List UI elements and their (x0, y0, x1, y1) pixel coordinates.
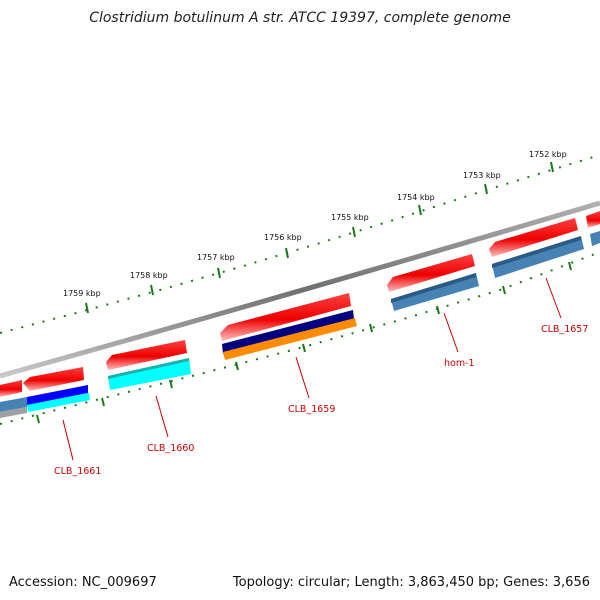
track-cyan (108, 358, 191, 390)
inner-tick (369, 323, 373, 333)
track-blue (27, 385, 88, 405)
inner-ring-dots (0, 251, 600, 425)
leader-line (155, 395, 169, 438)
leader-line (545, 277, 562, 319)
scale-label: 1758 kbp (130, 271, 168, 280)
inner-tick (436, 305, 440, 315)
scale-label: 1752 kbp (529, 150, 567, 159)
gene-clb-1659[interactable] (220, 293, 357, 360)
inner-tick (502, 285, 506, 295)
major-tick (150, 284, 154, 296)
track-gray (0, 407, 27, 418)
track-steelblue-edge (492, 236, 581, 268)
genome-backbone (0, 200, 600, 379)
feature-arrow (23, 367, 84, 391)
map-title: Clostridium botulinum A str. ATCC 19397,… (89, 10, 511, 26)
feature-arrow (220, 293, 351, 341)
leader-line (295, 356, 310, 399)
major-tick (217, 267, 221, 279)
major-tick (484, 183, 488, 195)
scale-label: 1753 kbp (463, 171, 501, 180)
feature-arrow (489, 218, 578, 257)
gene-leader-lines (62, 277, 562, 461)
major-tick (550, 161, 554, 173)
inner-ring-ticks (0, 251, 600, 425)
major-tick (418, 204, 422, 216)
inner-tick (235, 361, 239, 371)
major-tick (285, 247, 289, 259)
gene-labels: CLB_1657 hom-1 CLB_1659 CLB_1660 CLB_166… (54, 324, 588, 477)
feature-arrow (106, 340, 187, 370)
inner-tick (101, 397, 105, 407)
track-steelblue (492, 236, 584, 278)
track-orange (223, 318, 357, 360)
track-cyan-edge (108, 358, 189, 379)
topology-text: Topology: circular; Length: 3,863,450 bp… (232, 575, 590, 590)
inner-tick (302, 343, 306, 353)
track-steelblue-edge (391, 273, 476, 303)
gene-clb-1660[interactable] (106, 340, 191, 390)
leader-line (62, 419, 74, 461)
track-navy (222, 310, 354, 354)
gene-label[interactable]: CLB_1661 (54, 466, 101, 477)
track-steelblue (590, 231, 600, 246)
gene-label[interactable]: CLB_1660 (147, 443, 194, 454)
feature-arrow (387, 254, 475, 292)
scale-label: 1757 kbp (197, 253, 235, 262)
major-tick (85, 302, 89, 314)
scale-label: 1756 kbp (264, 233, 302, 242)
gene-label[interactable]: CLB_1659 (288, 404, 335, 415)
gene-label[interactable]: hom-1 (444, 358, 475, 369)
gene-partial-right (586, 211, 600, 246)
gene-clb-1657[interactable] (489, 218, 584, 278)
gene-clb-1661[interactable] (0, 367, 90, 418)
inner-tick (568, 261, 572, 271)
gene-hom-1[interactable] (387, 254, 479, 311)
major-tick (352, 226, 356, 238)
accession-text: Accession: NC_009697 (9, 575, 157, 590)
track-cyan (27, 393, 90, 412)
scale-labels: 1752 kbp 1753 kbp 1754 kbp 1755 kbp 1756… (63, 150, 567, 298)
feature-arrow (586, 211, 600, 228)
inner-tick (169, 379, 173, 389)
leader-line (443, 312, 459, 353)
scale-label: 1754 kbp (397, 193, 435, 202)
scale-label: 1755 kbp (331, 213, 369, 222)
gene-label[interactable]: CLB_1657 (541, 324, 588, 335)
scale-ticks (0, 154, 600, 334)
inner-tick (36, 414, 40, 424)
feature-arrow (0, 380, 22, 397)
scale-label: 1759 kbp (63, 289, 101, 298)
